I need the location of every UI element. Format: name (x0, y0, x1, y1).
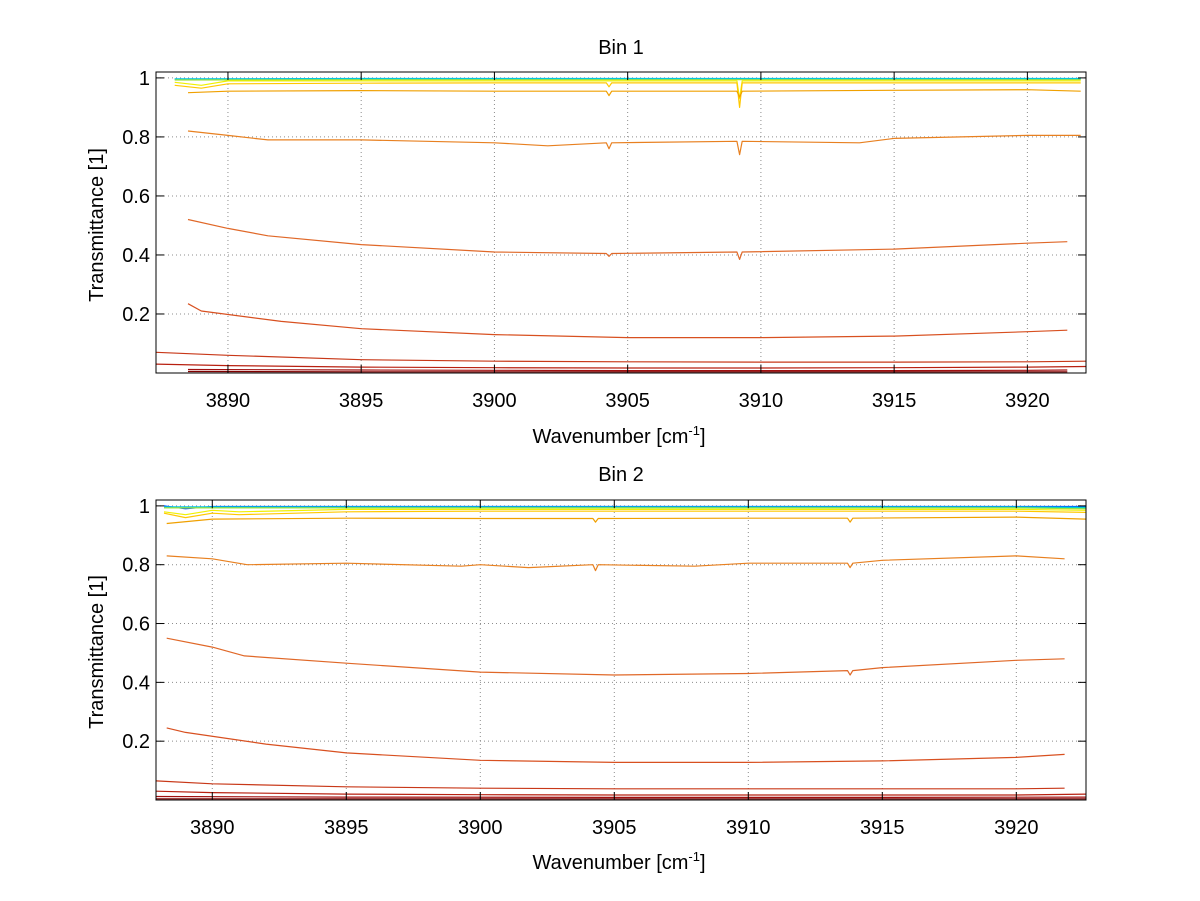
subplot-bin-1: Bin 1 Transmittance [1] Wavenumber [cm-1… (86, 37, 1087, 448)
y-axis-label: Transmittance [1] (86, 575, 108, 729)
series-line (166, 516, 1086, 525)
x-tick-label: 3905 (605, 390, 650, 412)
x-axis-label: Wavenumber [cm-1] (532, 423, 705, 448)
series-line (163, 510, 1086, 519)
series-line (156, 363, 1086, 369)
x-tick-label: 3920 (1005, 390, 1050, 412)
x-tick-label: 3920 (994, 817, 1039, 839)
x-tick-label: 3910 (726, 817, 771, 839)
series-line (174, 82, 1081, 108)
axes-frame (155, 71, 1087, 374)
x-tick-label: 3890 (190, 817, 235, 839)
x-tick-label: 3895 (324, 817, 369, 839)
y-tick-label: 0.4 (122, 672, 150, 694)
chart-title: Bin 1 (598, 37, 644, 59)
plot-area: 3890 3895 3900 3905 3910 3915 3920 0.2 0.4 0.6 0.8… (122, 68, 1087, 412)
series-line (187, 89, 1081, 98)
y-tick-label: 0.8 (122, 127, 150, 149)
series-line (166, 727, 1065, 763)
series-line (174, 80, 1081, 100)
y-axis-label: Transmittance [1] (86, 148, 108, 302)
x-tick-label: 3915 (872, 390, 917, 412)
series-line (156, 351, 1086, 363)
y-tick-label: 1 (139, 68, 150, 90)
y-tick-label: 0.6 (122, 186, 150, 208)
series-line (164, 507, 1086, 510)
x-tick-label: 3895 (339, 390, 384, 412)
axes-frame (155, 499, 1087, 801)
x-tick-label: 3900 (458, 817, 503, 839)
series-group (156, 505, 1086, 800)
x-tick-label: 3900 (472, 390, 517, 412)
y-tick-label: 0.8 (122, 555, 150, 577)
y-tick-label: 0.2 (122, 304, 150, 326)
x-tick-label: 3905 (592, 817, 637, 839)
series-line (187, 218, 1068, 260)
y-tick-label: 0.4 (122, 245, 150, 267)
y-tick-label: 0.2 (122, 731, 150, 753)
series-line (163, 508, 1086, 516)
y-tick-label: 1 (139, 496, 150, 518)
series-line (156, 780, 1065, 790)
series-line (156, 790, 1086, 796)
plot-area: 3890 3895 3900 3905 3910 3915 3920 0.2 0.4 0.6 0.8… (122, 496, 1087, 839)
series-line (187, 303, 1068, 339)
y-tick-label: 0.6 (122, 614, 150, 636)
x-tick-label: 3910 (739, 390, 784, 412)
series-line (166, 555, 1065, 572)
chart-title: Bin 2 (598, 464, 644, 486)
series-line (187, 368, 1068, 372)
subplot-bin-2: Bin 2 Transmittance [1] Wavenumber [cm-1… (86, 464, 1087, 874)
series-line (156, 795, 1086, 798)
x-tick-label: 3890 (206, 390, 251, 412)
series-line (166, 637, 1065, 676)
series-line (187, 130, 1081, 156)
series-group (156, 77, 1086, 373)
x-tick-label: 3915 (860, 817, 905, 839)
x-axis-label: Wavenumber [cm-1] (532, 849, 705, 874)
